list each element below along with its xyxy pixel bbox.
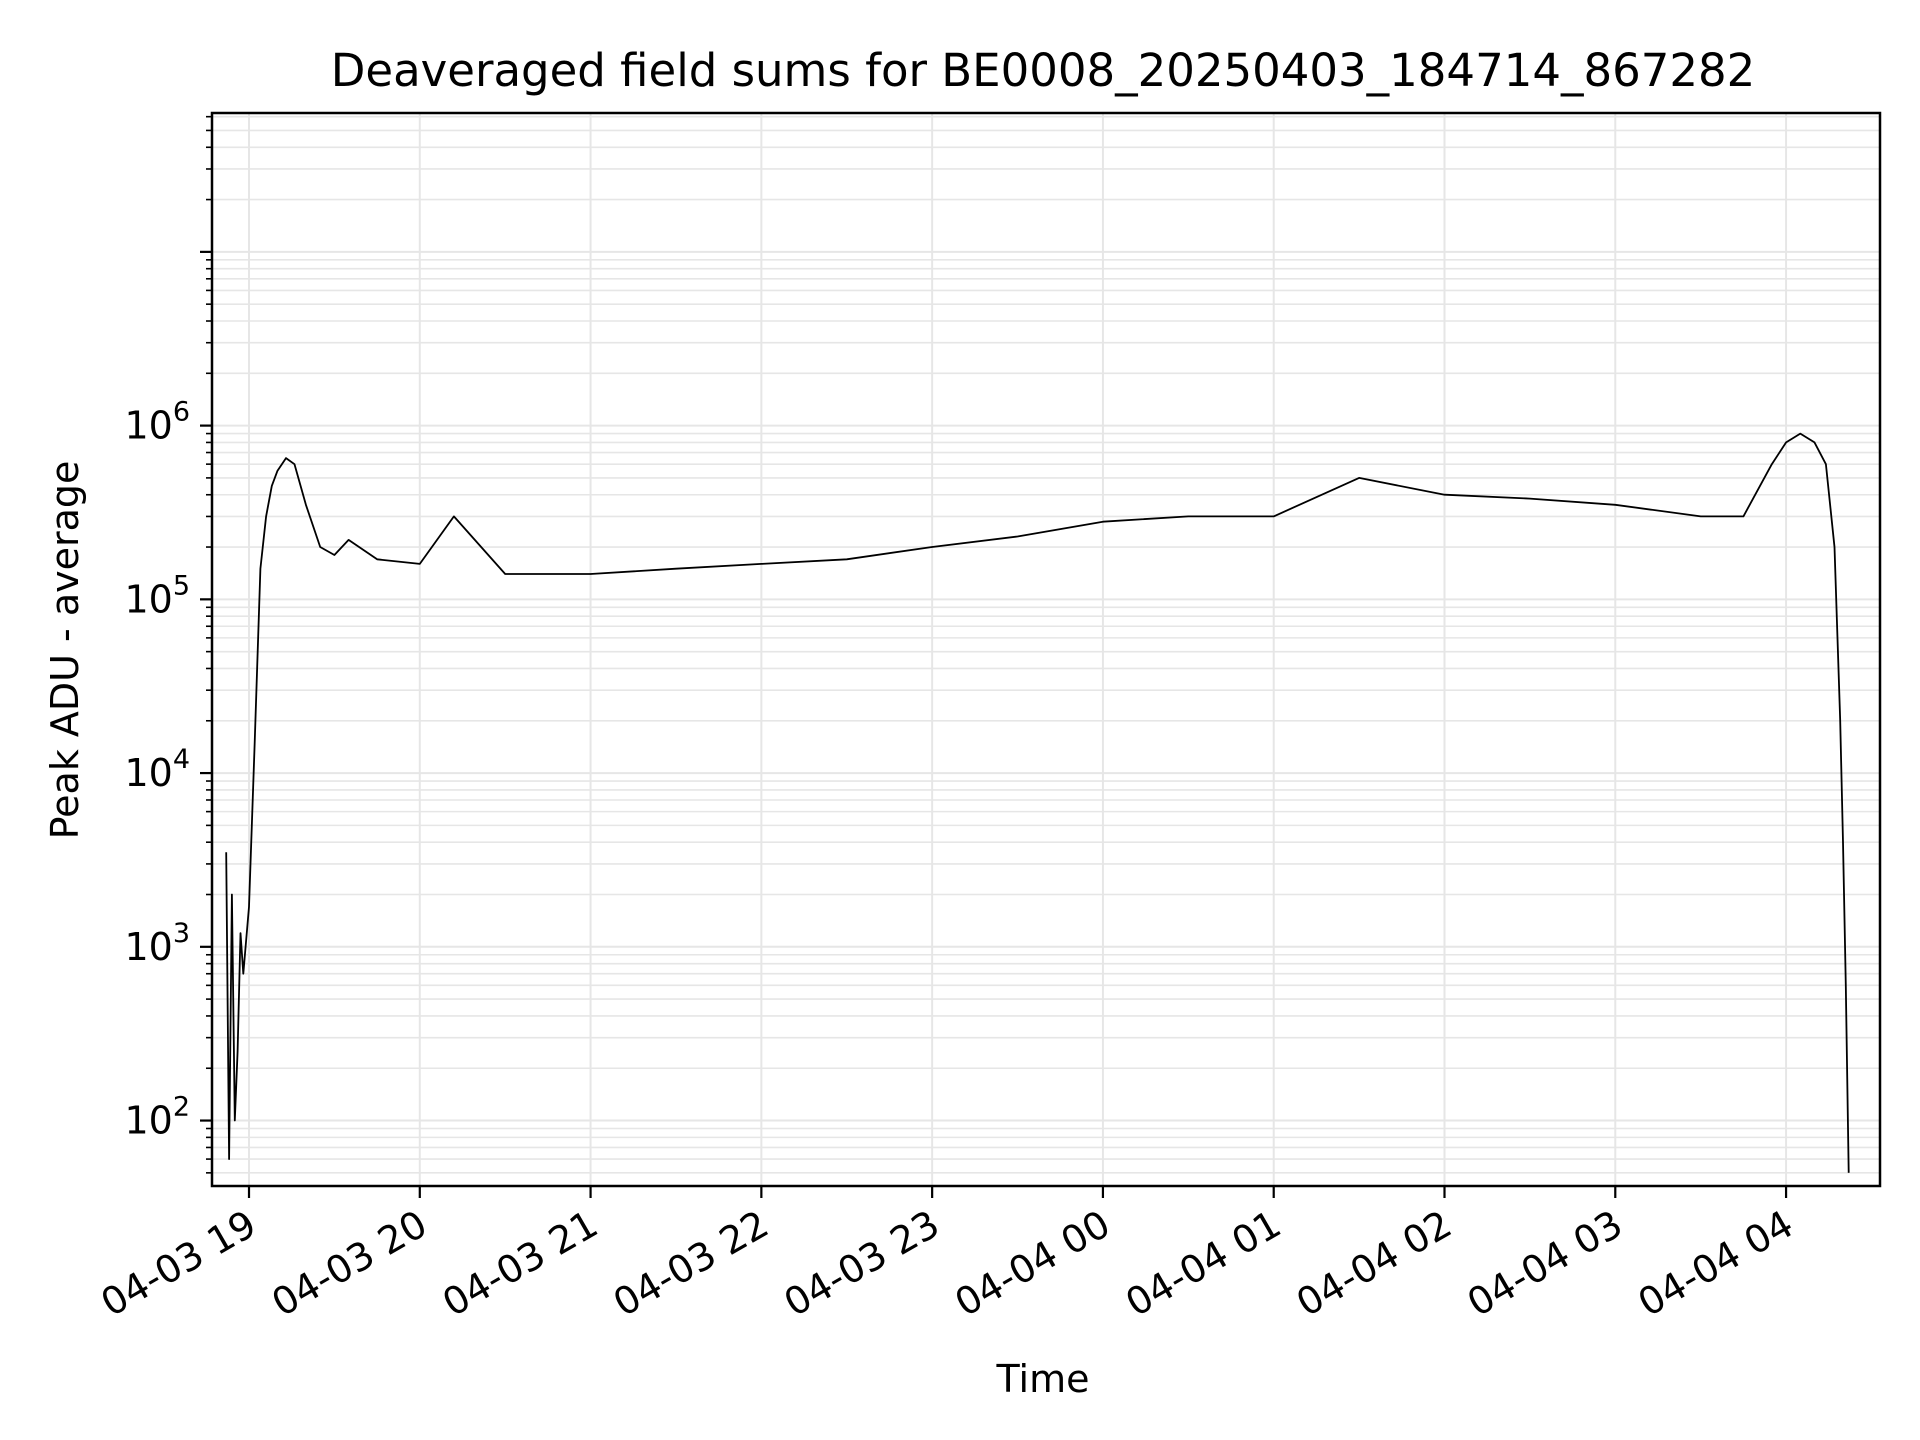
series-layer — [225, 432, 1850, 1173]
y-axis: 102 103 104 105 106 — [124, 115, 212, 1174]
y-tick-label: 103 — [124, 918, 190, 969]
chart-title: Deaveraged field sums for BE0008_2025040… — [331, 44, 1756, 97]
series-line — [225, 432, 1850, 1173]
plot-frame — [210, 111, 1882, 1188]
y-tick-label: 105 — [124, 570, 190, 621]
y-tick-label: 102 — [124, 1092, 190, 1143]
y-tick-label: 104 — [124, 744, 190, 795]
grid — [212, 113, 1880, 1186]
x-axis-label: Time — [996, 1357, 1090, 1401]
y-tick-label: 106 — [124, 397, 190, 448]
y-axis-label: Peak ADU - average — [43, 461, 87, 840]
